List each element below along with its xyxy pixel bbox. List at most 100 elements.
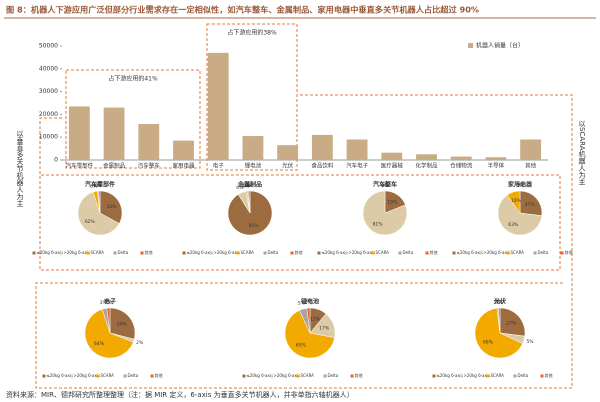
legend-swatch (533, 251, 537, 255)
y-tick-label: 0 (54, 157, 58, 164)
legend-label: 其他 (355, 372, 363, 378)
legend-label: Delta (118, 250, 129, 255)
bar (520, 139, 542, 160)
pie-slice (498, 307, 501, 334)
slice-label: 0% (516, 183, 524, 189)
y-tick-label: 10000 (39, 134, 58, 141)
group-box (65, 69, 201, 169)
legend-label: SCARA (101, 373, 115, 378)
legend-swatch (242, 374, 246, 378)
pie-slice (284, 310, 335, 359)
slice-label: 81% (373, 221, 384, 227)
legend-swatch (290, 251, 294, 255)
slice-label: 19% (387, 200, 398, 206)
legend-label: >20kg 6-axis (464, 373, 491, 378)
legend-swatch (513, 374, 517, 378)
bar (381, 152, 403, 160)
slice-label: 33% (106, 204, 117, 210)
slice-label: 27% (506, 321, 517, 327)
legend-swatch (59, 251, 63, 255)
legend-swatch (96, 374, 100, 378)
legend-label: >20kg 6-axis (274, 373, 301, 378)
pie-title: 家用电器 (508, 181, 533, 189)
y-tick-label: 20000 (39, 111, 58, 118)
legend-label: ≤20kg 6-axis (437, 373, 464, 378)
legend-swatch (42, 374, 46, 378)
pie-slice (519, 190, 543, 217)
pie-title: 金属制品 (237, 181, 262, 189)
legend-label: Delta (268, 250, 279, 255)
legend-swatch (432, 374, 436, 378)
slice-label: 66% (483, 339, 494, 345)
pie-title: 汽车整车 (373, 181, 397, 189)
pie-slice (84, 308, 134, 359)
slice-label: 2% (136, 340, 144, 346)
legend-label: ≤20kg 6-axis (37, 250, 64, 255)
legend-swatch (560, 251, 564, 255)
group-box (206, 23, 298, 171)
legend-swatch (452, 251, 456, 255)
bar (68, 106, 90, 160)
slice-label: 1% (246, 183, 254, 189)
x-tick-label: 锂电池 (245, 162, 262, 170)
legend-label: 其他 (295, 249, 303, 255)
legend-swatch (209, 251, 213, 255)
slice-label: 5% (526, 339, 534, 345)
legend-swatch (86, 251, 90, 255)
bar (311, 134, 333, 160)
source-note: 资料来源：MIR、德邦研究所整理整理（注：据 MIR 定义，6-axis 为垂直… (6, 390, 354, 399)
legend-swatch (479, 251, 483, 255)
pie-slice (497, 194, 543, 236)
legend-label: >20kg 6-axis (484, 250, 511, 255)
slice-label: 17% (319, 325, 330, 331)
legend-swatch (323, 374, 327, 378)
slice-label: 0% (516, 183, 524, 189)
legend-swatch (425, 251, 429, 255)
legend-label: SCARA (511, 250, 525, 255)
pie-slice (474, 307, 523, 359)
slice-label: 1% (242, 183, 250, 189)
legend-label: 其他 (145, 249, 153, 255)
legend-label: >20kg 6-axis (74, 373, 101, 378)
x-tick-label: 医疗器械 (381, 162, 404, 170)
legend-swatch (540, 374, 544, 378)
legend-swatch (123, 374, 127, 378)
legend-label: ≤20kg 6-axis (187, 250, 214, 255)
legend-label: 其他 (545, 372, 553, 378)
legend-label: >20kg 6-axis (349, 250, 376, 255)
annotation: 占下游应用的38% (227, 29, 277, 37)
legend-swatch (468, 43, 473, 48)
bar (103, 107, 125, 160)
legend-label: Delta (128, 373, 139, 378)
legend-label: Delta (328, 373, 339, 378)
legend-swatch (350, 374, 354, 378)
bar (207, 52, 229, 161)
legend-label: ≤20kg 6-axis (47, 373, 74, 378)
bar (173, 140, 194, 160)
x-tick-label: 电子 (213, 162, 225, 170)
slice-label: 1% (96, 183, 104, 189)
pie-slice (98, 190, 101, 214)
slice-label: 63% (508, 222, 519, 228)
x-tick-label: 仓储物流 (450, 162, 473, 170)
legend-label: Delta (518, 373, 529, 378)
x-tick-label: 汽车零部件 (66, 162, 94, 170)
slice-label: 62% (85, 219, 96, 225)
slice-label: 6% (236, 185, 244, 191)
pie-slice (362, 190, 408, 236)
slice-label: 3% (90, 184, 98, 190)
legend-swatch (69, 374, 73, 378)
legend-label: >20kg 6-axis (214, 250, 241, 255)
legend-swatch (486, 374, 490, 378)
slice-label: 1% (94, 183, 102, 189)
pie-slice (306, 307, 311, 334)
slice-label: 64% (94, 341, 105, 347)
slice-label: 0% (381, 183, 389, 189)
legend-label: Delta (403, 250, 414, 255)
pie-slice (106, 307, 111, 334)
figure-title: 图 8：机器人下游应用广泛但部分行业需求存在一定相似性，如汽车整车、金属制品、家… (6, 5, 479, 15)
x-tick-label: 家用电器 (172, 162, 195, 170)
group-box (35, 94, 573, 389)
legend-label: SCARA (376, 250, 390, 255)
